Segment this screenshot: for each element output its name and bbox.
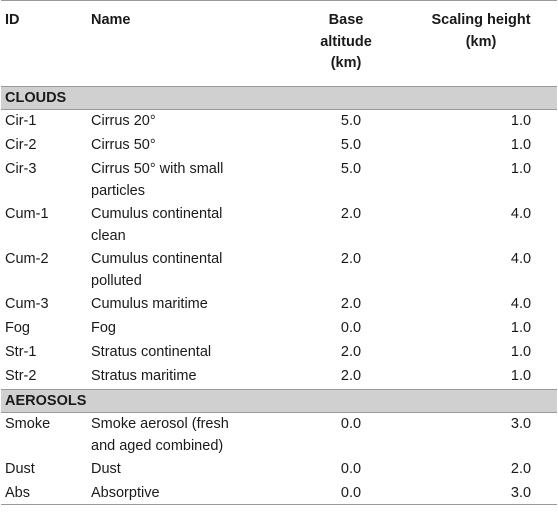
cell-name: Cumulus continental polluted [91,249,301,292]
cell-scale: 4.0 [510,206,532,222]
table-row: Smoke Smoke aerosol (fresh and aged comb… [1,413,557,458]
cell-base: 2.0 [340,344,362,360]
cell-name-line2: clean [91,227,126,244]
header-scaling-height: Scaling height (km) [411,10,551,53]
cell-scale: 1.0 [510,320,532,336]
table-row: Cir-3 Cirrus 50° with small particles 5.… [1,158,557,203]
cell-name: Dust [91,461,121,477]
cell-name: Stratus continental [91,344,212,360]
bottom-rule [1,504,557,505]
table-row: Str-1 Stratus continental 2.0 1.0 [1,341,557,365]
table-row: Fog Fog 0.0 1.0 [1,317,557,341]
table-header: ID Name Base altitude (km) Scaling heigh… [1,1,557,86]
cell-base: 2.0 [340,251,362,267]
table-row: Cir-1 Cirrus 20° 5.0 1.0 [1,110,557,134]
table-row: Cir-2 Cirrus 50° 5.0 1.0 [1,134,557,158]
header-base-line1: Base [328,12,364,28]
cell-id: Cir-2 [5,137,37,153]
cell-name: Fog [91,320,116,336]
cell-name-line1: Cirrus 50° with small [91,161,224,177]
cell-scale: 1.0 [510,137,532,153]
cell-name: Cirrus 50° [91,137,156,153]
cell-scale: 1.0 [510,161,532,177]
table-row: Dust Dust 0.0 2.0 [1,458,557,482]
cell-name: Cirrus 20° [91,113,156,129]
header-name: Name [91,12,131,28]
cell-scale: 1.0 [510,344,532,360]
cell-base: 2.0 [340,296,362,312]
cell-id: Cum-1 [5,206,49,222]
cell-base: 0.0 [340,416,362,432]
top-rule [1,0,557,1]
cell-base: 2.0 [340,368,362,384]
cell-base: 5.0 [340,137,362,153]
cell-base: 0.0 [340,320,362,336]
header-base-line3: (km) [330,55,362,71]
cell-id: Fog [5,320,30,336]
cell-scale: 1.0 [510,368,532,384]
cell-base: 5.0 [340,113,362,129]
section-clouds: CLOUDS [1,86,557,110]
cell-base: 5.0 [340,161,362,177]
cell-id: Smoke [5,416,51,432]
cell-id: Abs [5,485,30,501]
cell-name-line2: particles [91,182,145,199]
section-aerosols: AEROSOLS [1,389,557,413]
header-base-line2: altitude [320,33,372,50]
table-row: Cum-1 Cumulus continental clean 2.0 4.0 [1,203,557,248]
cell-name: Stratus maritime [91,368,197,384]
cell-base: 2.0 [340,206,362,222]
cell-name: Absorptive [91,485,160,501]
table-row: Cum-3 Cumulus maritime 2.0 4.0 [1,293,557,317]
header-scale-line1: Scaling height [431,12,531,28]
cell-id: Str-1 [5,344,37,360]
header-base-altitude: Base altitude (km) [301,10,391,75]
cell-name-line2: polluted [91,272,142,289]
data-table: ID Name Base altitude (km) Scaling heigh… [1,0,557,505]
cell-id: Str-2 [5,368,37,384]
table-row: Abs Absorptive 0.0 3.0 [1,482,557,504]
cell-scale: 3.0 [510,485,532,501]
cell-base: 0.0 [340,485,362,501]
cell-id: Cum-2 [5,251,49,267]
cell-name: Smoke aerosol (fresh and aged combined) [91,414,301,457]
cell-name-line2: and aged combined) [91,437,224,454]
cell-scale: 4.0 [510,251,532,267]
table-row: Str-2 Stratus maritime 2.0 1.0 [1,365,557,389]
header-scale-line2: (km) [465,33,497,50]
cell-id: Cum-3 [5,296,49,312]
cell-id: Cir-1 [5,113,37,129]
cell-name-line1: Cumulus continental [91,251,223,267]
cell-id: Cir-3 [5,161,37,177]
table-row: Cum-2 Cumulus continental polluted 2.0 4… [1,248,557,293]
cell-scale: 4.0 [510,296,532,312]
cell-base: 0.0 [340,461,362,477]
cell-id: Dust [5,461,35,477]
cell-scale: 2.0 [510,461,532,477]
cell-name: Cumulus maritime [91,296,208,312]
cell-name-line1: Smoke aerosol (fresh [91,416,229,432]
cell-name: Cirrus 50° with small particles [91,159,301,202]
cell-name: Cumulus continental clean [91,204,301,247]
cell-name-line1: Cumulus continental [91,206,223,222]
header-id: ID [5,12,20,28]
cell-scale: 3.0 [510,416,532,432]
cell-scale: 1.0 [510,113,532,129]
